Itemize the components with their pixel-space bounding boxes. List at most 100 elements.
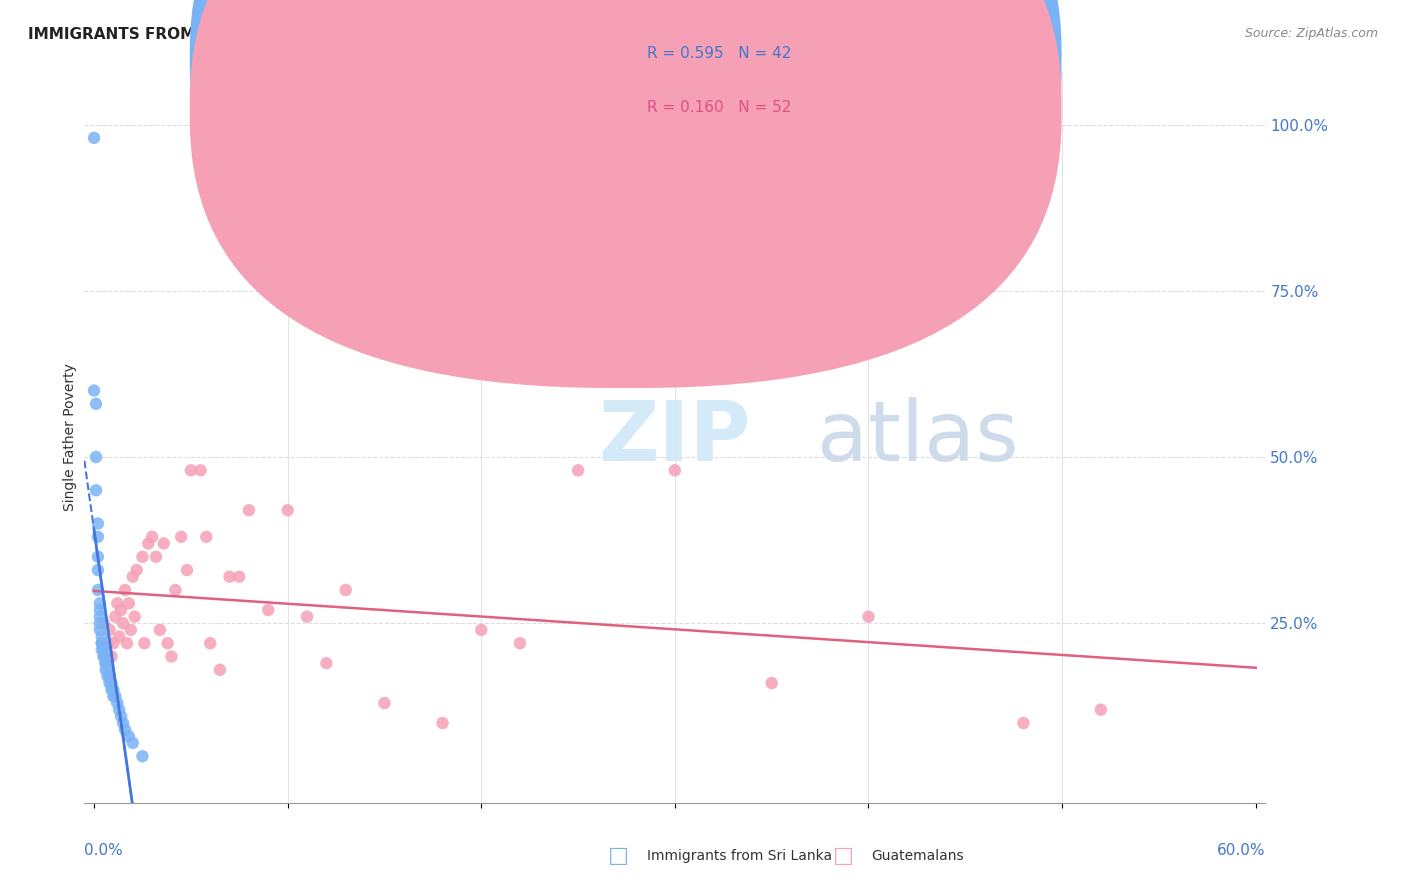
Point: [114, 582, 136, 597]
Point: [87, 530, 110, 544]
Point: [432, 716, 454, 731]
Point: [84, 450, 107, 464]
Point: [200, 636, 222, 650]
Point: [114, 723, 136, 737]
Point: [93, 649, 115, 664]
Point: [105, 696, 128, 710]
Point: [94, 663, 117, 677]
Point: [97, 636, 120, 650]
Point: [89, 616, 111, 631]
Text: atlas: atlas: [817, 397, 1018, 477]
Point: [373, 696, 395, 710]
Point: [149, 623, 172, 637]
Point: [110, 709, 132, 723]
Point: [136, 536, 159, 550]
Point: [112, 616, 135, 631]
Text: R = 0.160   N = 52: R = 0.160 N = 52: [647, 100, 792, 114]
Point: [228, 570, 250, 584]
Point: [98, 669, 121, 683]
Point: [277, 503, 299, 517]
Point: [103, 636, 125, 650]
Point: [141, 530, 163, 544]
Point: [90, 643, 112, 657]
Point: [156, 636, 179, 650]
Point: [176, 563, 198, 577]
Point: [97, 663, 120, 677]
Point: [121, 736, 143, 750]
Point: [761, 676, 783, 690]
Point: [87, 516, 110, 531]
Point: [470, 623, 492, 637]
Point: [115, 636, 138, 650]
Point: [83, 384, 105, 398]
Text: Guatemalans: Guatemalans: [872, 849, 965, 863]
Point: [87, 582, 110, 597]
Point: [110, 603, 132, 617]
Point: [125, 563, 148, 577]
Point: [120, 623, 142, 637]
Point: [97, 669, 120, 683]
Point: [190, 463, 212, 477]
Point: [89, 623, 111, 637]
Point: [103, 690, 125, 704]
Point: [118, 596, 141, 610]
Point: [218, 570, 240, 584]
Point: [90, 630, 112, 644]
Point: [94, 656, 117, 670]
Point: [335, 582, 357, 597]
Point: [93, 643, 115, 657]
Point: [84, 483, 107, 498]
Point: [257, 603, 280, 617]
Text: 60.0%: 60.0%: [1218, 843, 1265, 858]
Point: [87, 549, 110, 564]
Point: [509, 636, 531, 650]
Point: [180, 463, 202, 477]
Point: [134, 636, 156, 650]
Point: [664, 463, 686, 477]
Point: [98, 623, 121, 637]
Point: [195, 530, 218, 544]
Point: [89, 596, 111, 610]
Point: [84, 397, 107, 411]
Point: [295, 609, 318, 624]
Point: [104, 609, 127, 624]
Point: [100, 682, 122, 697]
Point: [103, 682, 125, 697]
Text: □: □: [834, 847, 853, 866]
Point: [1090, 703, 1112, 717]
Point: [100, 649, 122, 664]
Point: [105, 596, 128, 610]
Point: [108, 630, 131, 644]
Point: [108, 703, 131, 717]
Text: □: □: [609, 847, 628, 866]
Point: [567, 463, 589, 477]
Point: [131, 549, 153, 564]
Point: [89, 609, 111, 624]
Point: [118, 729, 141, 743]
Point: [90, 636, 112, 650]
Point: [90, 636, 112, 650]
Point: [165, 582, 187, 597]
Text: ZIP: ZIP: [599, 397, 751, 477]
Point: [98, 676, 121, 690]
Point: [858, 609, 880, 624]
Point: [100, 676, 122, 690]
Point: [94, 656, 117, 670]
Point: [238, 503, 260, 517]
Point: [124, 609, 146, 624]
Point: [93, 649, 115, 664]
Point: [315, 656, 337, 670]
Point: [1012, 716, 1035, 731]
Point: [112, 716, 135, 731]
Text: R = 0.595   N = 42: R = 0.595 N = 42: [647, 46, 792, 61]
Y-axis label: Single Father Poverty: Single Father Poverty: [63, 363, 77, 511]
Point: [89, 603, 111, 617]
Text: 0.0%: 0.0%: [84, 843, 124, 858]
Point: [87, 563, 110, 577]
Point: [83, 131, 105, 145]
Point: [131, 749, 153, 764]
Text: Immigrants from Sri Lanka: Immigrants from Sri Lanka: [647, 849, 832, 863]
Point: [145, 549, 167, 564]
Point: [152, 536, 174, 550]
Text: Source: ZipAtlas.com: Source: ZipAtlas.com: [1244, 27, 1378, 40]
